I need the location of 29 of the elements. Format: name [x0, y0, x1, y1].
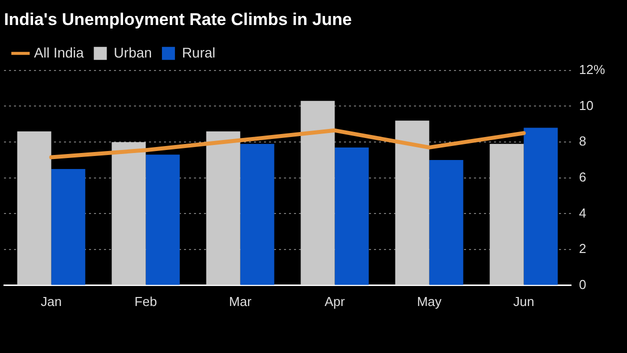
y-tick-label: 2: [578, 241, 586, 256]
legend-label: Urban: [114, 44, 152, 60]
bar: [429, 160, 464, 285]
x-tick-label: Apr: [324, 294, 346, 309]
x-tick-label: Feb: [134, 294, 157, 309]
x-tick-label: May: [416, 294, 442, 309]
bar: [334, 147, 369, 285]
x-tick-label: Jun: [513, 294, 534, 309]
bar: [490, 144, 524, 285]
bar: [146, 154, 180, 285]
x-tick-label: Jan: [40, 294, 62, 309]
chart-title: India's Unemployment Rate Climbs in June: [4, 10, 352, 29]
legend-label: Rural: [182, 44, 216, 60]
bar: [395, 120, 430, 285]
y-tick-label: 4: [578, 205, 586, 220]
y-tick-label: 10: [578, 98, 594, 113]
bar: [112, 142, 146, 285]
y-tick-label: 6: [578, 169, 586, 184]
legend-label: All India: [34, 44, 84, 60]
y-tick-label: 12%: [578, 62, 606, 77]
y-tick-label: 8: [578, 134, 586, 149]
bar: [17, 131, 52, 285]
bar: [206, 131, 240, 285]
bar: [240, 144, 274, 285]
bar: [51, 168, 86, 285]
bar: [300, 100, 335, 285]
y-tick-label: 0: [578, 276, 586, 292]
bar: [524, 128, 558, 285]
x-tick-label: Mar: [229, 294, 252, 309]
